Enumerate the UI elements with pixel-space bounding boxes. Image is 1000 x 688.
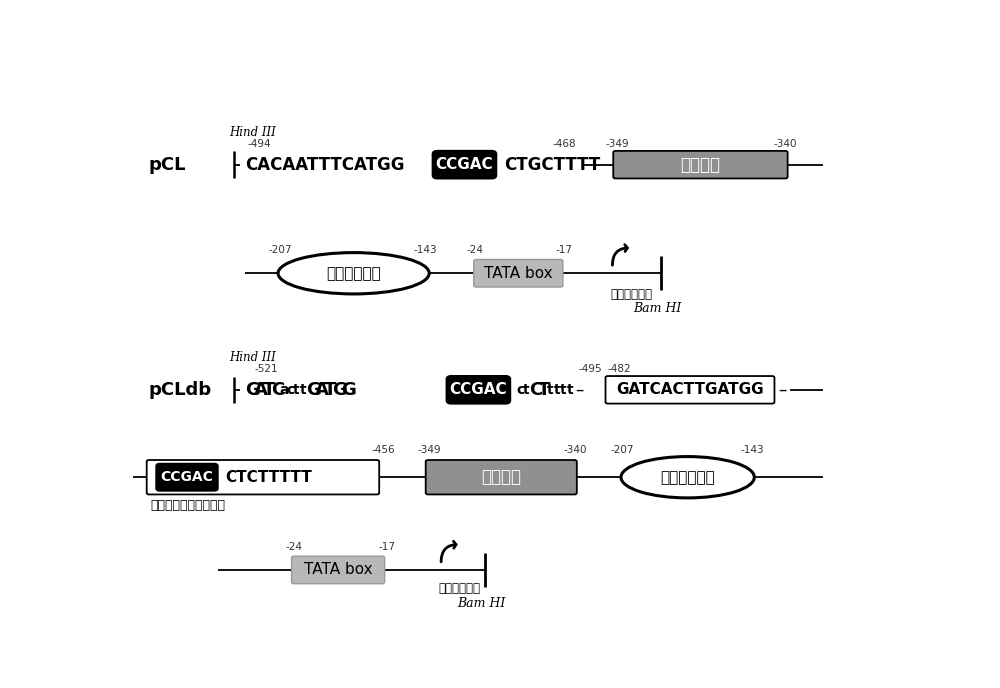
Text: CTGCTTTT: CTGCTTTT [504,155,600,173]
Text: -24: -24 [285,542,302,552]
FancyBboxPatch shape [426,460,577,495]
Text: t: t [567,383,573,397]
Text: -482: -482 [608,365,631,374]
Text: -468: -468 [553,139,576,149]
Text: T: T [262,381,275,399]
Text: CCGAC: CCGAC [436,157,493,172]
Text: a: a [280,383,289,397]
Text: G: G [306,381,321,399]
Text: C: C [271,381,284,399]
Text: 块茎特异序列: 块茎特异序列 [326,266,381,281]
Text: C: C [530,381,543,399]
Text: GATCACTTGATGG: GATCACTTGATGG [616,383,764,398]
Text: Bam HI: Bam HI [457,597,506,610]
FancyBboxPatch shape [433,151,496,178]
Ellipse shape [278,252,429,294]
Text: -207: -207 [268,245,292,255]
Text: 插入重复低温响应单元: 插入重复低温响应单元 [151,499,226,513]
Text: G: G [245,381,260,399]
Text: t: t [547,383,554,397]
Text: –: – [576,381,584,399]
Ellipse shape [621,457,754,498]
Text: -456: -456 [371,445,395,455]
Text: t: t [553,383,560,397]
Text: A: A [254,381,268,399]
FancyBboxPatch shape [606,376,774,404]
Text: A: A [315,381,329,399]
Text: T: T [538,381,551,399]
Text: -24: -24 [467,245,484,255]
Text: t: t [560,383,567,397]
Text: 转录起始位点: 转录起始位点 [439,581,481,594]
Text: Hind III: Hind III [230,352,276,365]
Text: -143: -143 [414,245,437,255]
Text: -207: -207 [611,445,634,455]
Text: -17: -17 [378,542,395,552]
Text: 转录起始位点: 转录起始位点 [610,288,652,301]
Text: -349: -349 [418,445,441,455]
Text: G: G [332,381,347,399]
Text: c: c [516,383,525,397]
Text: TATA box: TATA box [304,562,372,577]
Text: t: t [300,383,306,397]
Text: G: G [341,381,356,399]
Text: pCLdb: pCLdb [148,381,211,399]
Text: -143: -143 [740,445,764,455]
FancyBboxPatch shape [474,259,563,287]
Text: -17: -17 [556,245,573,255]
Text: -349: -349 [605,139,629,149]
Text: TATA box: TATA box [484,266,553,281]
Text: T: T [324,381,336,399]
Text: CCGAC: CCGAC [450,383,507,398]
Text: CCGAC: CCGAC [161,470,213,484]
FancyBboxPatch shape [447,376,510,404]
Text: 重叠区域: 重叠区域 [481,469,521,486]
Text: 重叠区域: 重叠区域 [680,155,720,173]
Text: c: c [286,383,295,397]
Text: -495: -495 [579,365,603,374]
Text: -340: -340 [564,445,587,455]
FancyBboxPatch shape [613,151,788,178]
Text: -340: -340 [774,139,797,149]
Text: 块茎特异序列: 块茎特异序列 [660,470,715,485]
Text: -521: -521 [254,365,278,374]
Text: t: t [293,383,300,397]
FancyBboxPatch shape [147,460,379,495]
Text: CTCTTTTT: CTCTTTTT [226,470,312,485]
Text: CACAATTTCATGG: CACAATTTCATGG [245,155,405,173]
FancyBboxPatch shape [156,464,218,491]
FancyBboxPatch shape [292,556,385,583]
Text: Hind III: Hind III [230,126,276,139]
Text: Bam HI: Bam HI [633,303,682,315]
Text: –: – [778,381,787,399]
Text: pCL: pCL [148,155,186,173]
Text: t: t [523,383,530,397]
Text: -494: -494 [247,139,271,149]
